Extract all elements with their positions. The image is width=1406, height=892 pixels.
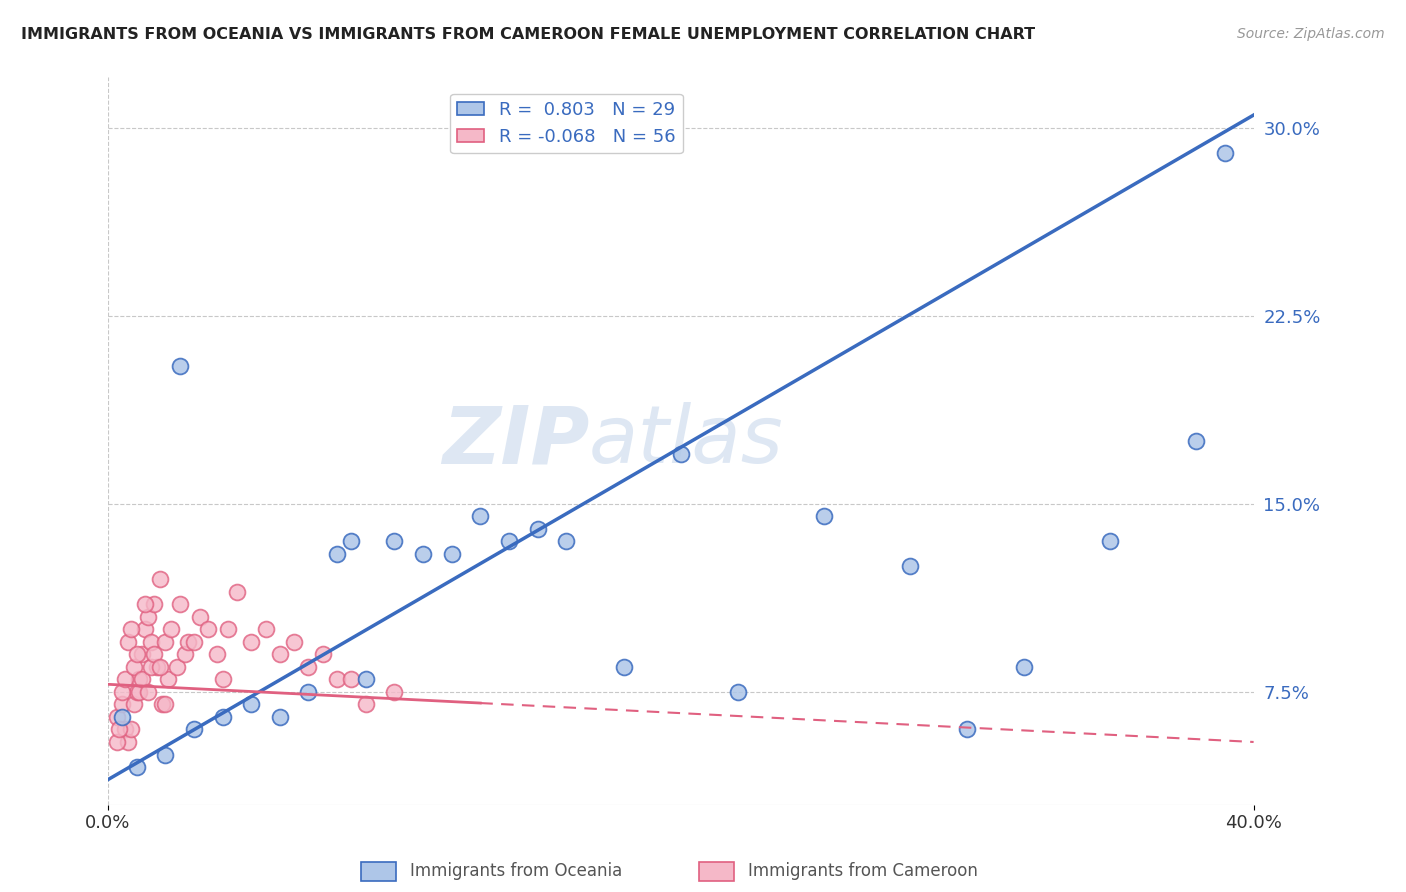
Point (384, 534, 406, 549)
Point (240, 634, 263, 648)
Text: Source: ZipAtlas.com: Source: ZipAtlas.com (1237, 27, 1385, 41)
Point (354, 698, 377, 712)
Point (122, 698, 145, 712)
Point (898, 559, 921, 574)
Point (297, 685, 319, 699)
Point (169, 597, 191, 611)
Point (174, 647, 197, 661)
Point (169, 359, 191, 373)
Point (125, 685, 148, 699)
Point (111, 685, 134, 699)
Text: Immigrants from Cameroon: Immigrants from Cameroon (748, 863, 977, 880)
Point (669, 447, 692, 461)
Point (114, 673, 136, 687)
Point (188, 609, 211, 624)
Point (254, 622, 277, 636)
Point (240, 698, 263, 712)
Point (217, 622, 239, 636)
Point (155, 698, 177, 712)
Point (155, 634, 177, 648)
Text: atlas: atlas (589, 402, 785, 480)
Point (166, 659, 188, 673)
Text: Immigrants from Oceania: Immigrants from Oceania (411, 863, 623, 880)
Point (125, 647, 148, 661)
Point (139, 659, 162, 673)
Point (205, 647, 228, 661)
Point (134, 597, 156, 611)
Point (197, 622, 219, 636)
Point (131, 647, 153, 661)
Point (498, 534, 520, 549)
Point (160, 622, 183, 636)
Point (312, 647, 335, 661)
Point (1099, 534, 1122, 549)
Point (105, 710, 128, 724)
Point (384, 685, 406, 699)
Point (117, 634, 139, 648)
Point (526, 522, 548, 536)
Text: IMMIGRANTS FROM OCEANIA VS IMMIGRANTS FROM CAMEROON FEMALE UNEMPLOYMENT CORRELAT: IMMIGRANTS FROM OCEANIA VS IMMIGRANTS FR… (21, 27, 1035, 42)
Point (354, 673, 377, 687)
Point (1213, 145, 1236, 160)
Point (269, 647, 291, 661)
Point (128, 673, 150, 687)
Point (813, 509, 835, 524)
Point (152, 698, 174, 712)
Point (134, 622, 156, 636)
Point (111, 698, 134, 712)
Point (177, 634, 200, 648)
Text: ZIP: ZIP (441, 402, 589, 480)
Point (340, 673, 363, 687)
Point (326, 673, 349, 687)
Point (136, 609, 159, 624)
Point (555, 534, 578, 549)
Point (120, 622, 142, 636)
Point (125, 760, 148, 774)
Point (136, 685, 159, 699)
Point (108, 723, 131, 737)
Point (340, 534, 363, 549)
Point (470, 509, 492, 524)
Point (440, 547, 463, 561)
Point (297, 659, 319, 673)
Point (105, 735, 128, 749)
Point (142, 647, 165, 661)
Point (145, 659, 167, 673)
Point (142, 597, 165, 611)
Point (283, 634, 305, 648)
Point (120, 723, 142, 737)
Point (111, 710, 134, 724)
Point (183, 723, 205, 737)
Point (727, 685, 749, 699)
Point (211, 673, 233, 687)
Point (1014, 659, 1036, 673)
Point (155, 747, 177, 762)
Point (612, 659, 634, 673)
Point (326, 547, 349, 561)
Point (139, 634, 162, 648)
Point (114, 723, 136, 737)
Point (117, 735, 139, 749)
Legend: R =  0.803   N = 29, R = -0.068   N = 56: R = 0.803 N = 29, R = -0.068 N = 56 (450, 94, 682, 153)
Point (269, 710, 291, 724)
Point (1185, 434, 1208, 448)
Point (131, 673, 153, 687)
Point (148, 659, 170, 673)
Point (183, 634, 205, 648)
Point (956, 723, 979, 737)
Point (148, 572, 170, 586)
Point (211, 710, 233, 724)
Point (128, 685, 150, 699)
Point (122, 659, 145, 673)
Point (157, 673, 180, 687)
Point (412, 547, 434, 561)
Point (225, 584, 247, 599)
